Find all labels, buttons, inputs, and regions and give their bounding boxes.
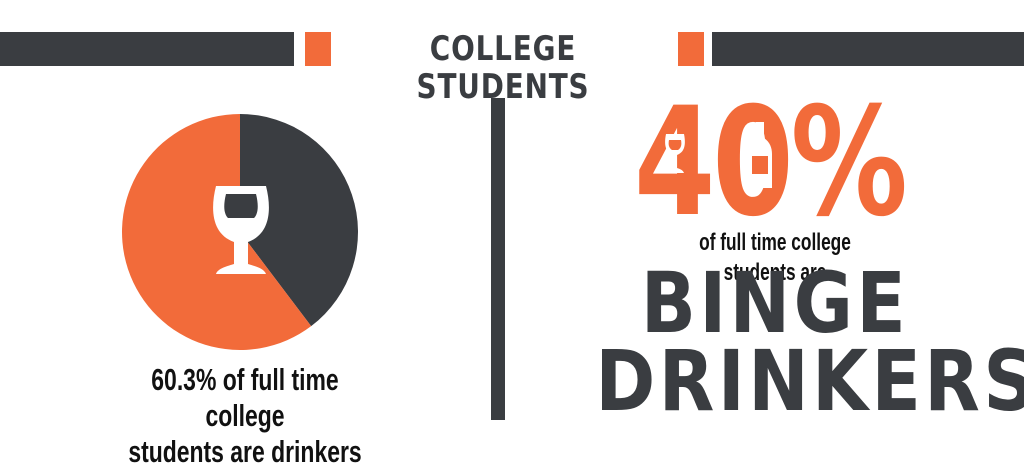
bottle-icon [748,122,772,188]
vertical-divider [491,98,505,420]
pie-slice-dark [240,114,358,327]
pie-slice-orange [122,114,312,350]
header-bar-right [712,32,1024,66]
binge-word: BINGE [640,254,910,352]
drinkers-word: DRINKERS [595,332,1024,430]
header-square-right [678,32,704,66]
header-bar-left [0,32,294,66]
header-square-left [305,32,331,66]
drinkers-caption: 60.3% of full time college students are … [123,362,367,470]
caption-line-1: 60.3% of full time college [151,362,339,433]
wine-glass-icon [213,186,269,274]
binge-subtitle: of full time college students are [699,229,851,286]
caption-line-2: students are drinkers [128,434,362,469]
wine-glass-icon [665,134,685,173]
page-title: COLLEGE STUDENTS [416,29,590,107]
pie-chart [122,114,358,350]
